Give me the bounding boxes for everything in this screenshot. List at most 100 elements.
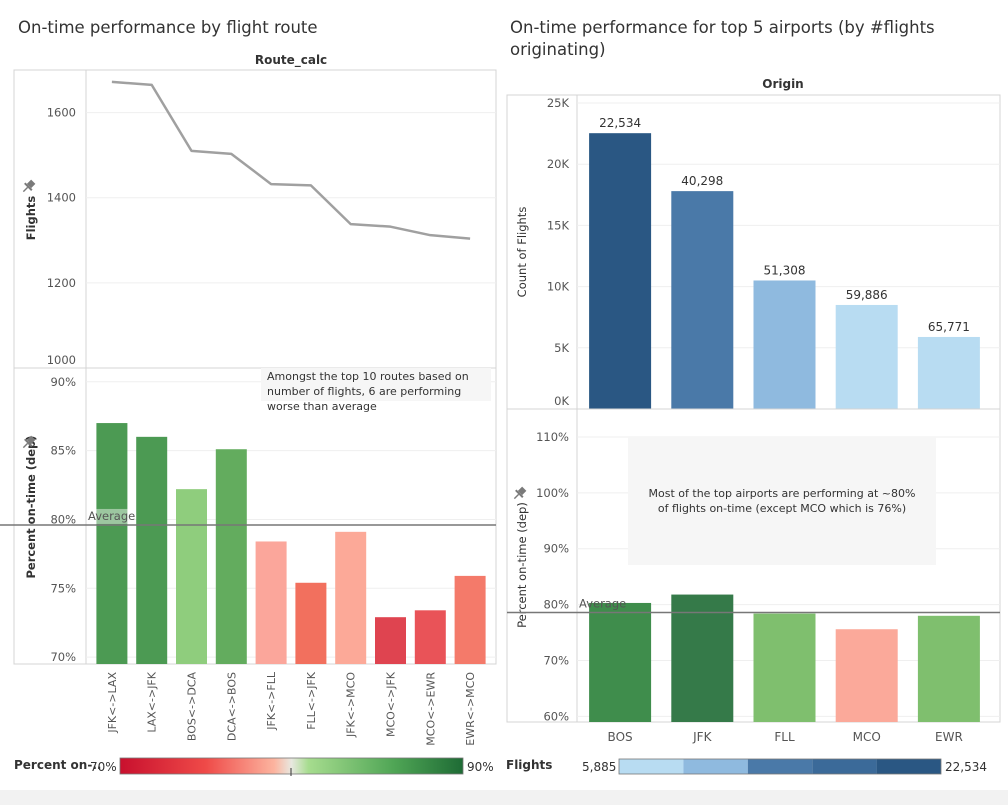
airport-ontime-y-axis-label: Percent on-time (dep) — [515, 502, 529, 628]
flights-legend-title: Flights — [506, 758, 553, 772]
bar-y-axis-label: Percent on-time (dep) — [24, 435, 38, 578]
route-ontime-bar — [335, 531, 367, 664]
percent-legend-max: 90% — [467, 760, 494, 774]
flights-color-step — [876, 759, 941, 774]
count-y-tick-label: 5K — [554, 341, 569, 355]
flights-legend-min: 5,885 — [582, 760, 617, 774]
airport-count-data-label: 59,886 — [846, 288, 888, 302]
route-ontime-bar — [375, 617, 406, 664]
airport-count-bar — [917, 336, 980, 409]
right-chart-title: On-time performance for top 5 airports (… — [510, 18, 935, 59]
airport-count-data-label: 40,298 — [681, 174, 723, 188]
line-pin-icon-base — [24, 182, 33, 191]
percent-legend-min: 70% — [90, 760, 117, 774]
route-x-tick-label: EWR<->MCO — [464, 672, 477, 746]
airport-count-bar — [671, 191, 734, 409]
route-ontime-bar — [176, 489, 207, 664]
line-y-tick-label: 1400 — [47, 191, 76, 205]
route-ontime-bar — [136, 436, 168, 664]
line-pin-icon — [22, 179, 36, 193]
route-x-tick-label: MCO<->JFK — [385, 671, 398, 737]
route-ontime-bar — [96, 423, 128, 664]
airport-x-tick-label: BOS — [608, 730, 633, 744]
route-x-tick-label: MCO<->EWR — [424, 672, 437, 746]
route-x-tick-label: DCA<->BOS — [225, 672, 238, 741]
average-label: Average — [88, 509, 135, 523]
airport-count-bar — [753, 280, 816, 409]
airport-pin-icon-base — [515, 489, 524, 498]
airport-x-tick-label: JFK — [692, 730, 712, 744]
route-ontime-bar — [215, 449, 247, 664]
airport-ontime-y-tick-label: 90% — [543, 542, 569, 556]
line-y-tick-label: 1000 — [47, 353, 76, 367]
airport-count-bar — [835, 304, 898, 409]
count-y-tick-label: 20K — [547, 157, 570, 171]
airport-ontime-bar — [671, 594, 734, 722]
bar-y-tick-label: 80% — [50, 512, 76, 526]
bar-pin-icon-needle — [22, 442, 29, 449]
count-y-axis-label: Count of Flights — [515, 207, 529, 298]
flights-color-ramp-frame — [618, 758, 942, 775]
count-y-tick-label: 15K — [547, 218, 570, 232]
route-ontime-bar — [414, 610, 446, 664]
route-x-tick-label: BOS<->DCA — [186, 672, 199, 742]
airport-count-data-label: 65,771 — [928, 320, 970, 334]
airport-x-tick-label: MCO — [853, 730, 881, 744]
route-ontime-bar-chart: Percent on-time (dep) 70% 75% 80% 85% 90% JFK<… — [0, 367, 497, 746]
average-label-bg — [87, 508, 135, 524]
bar-y-tick-label: 85% — [50, 444, 76, 458]
footer-band — [0, 790, 1008, 805]
line-pin-icon-needle — [22, 186, 29, 193]
flights-color-step — [619, 759, 684, 774]
route-flights-line-chart: Route_calc Flights 1000 1200 1400 1600 — [13, 53, 497, 369]
airport-x-tick-label: EWR — [935, 730, 963, 744]
airport-ontime-bar — [589, 602, 652, 722]
left-annotation: Amongst the top 10 routes based on numbe… — [261, 368, 491, 413]
count-y-tick-label: 0K — [554, 394, 569, 408]
airport-average-label: Average — [579, 596, 626, 610]
route-x-tick-label: FLL<->JFK — [305, 671, 318, 730]
count-chart-header: Origin — [762, 77, 803, 91]
airport-pin-icon — [513, 486, 527, 500]
flights-color-step — [747, 759, 813, 774]
route-ontime-bar — [454, 575, 486, 664]
airport-count-data-label: 51,308 — [764, 263, 806, 277]
percent-legend-title: Percent on-.. — [14, 758, 102, 772]
airport-ontime-bar — [835, 629, 898, 722]
airport-pin-icon-needle — [513, 493, 520, 500]
route-ontime-bar — [255, 541, 287, 664]
line-y-axis-label: Flights — [24, 196, 38, 241]
route-x-tick-label: JFK<->FLL — [265, 671, 278, 731]
flights-color-step — [683, 759, 748, 774]
bar-y-tick-label: 70% — [50, 650, 76, 664]
airport-ontime-y-tick-label: 80% — [543, 598, 569, 612]
airport-ontime-bar — [917, 615, 980, 722]
line-chart-header: Route_calc — [255, 53, 327, 68]
bar-y-tick-label: 90% — [50, 375, 76, 389]
bar-y-tick-label: 75% — [50, 581, 76, 595]
airport-count-bar — [589, 133, 652, 409]
route-x-tick-label: JFK<->MCO — [345, 672, 358, 738]
airport-ontime-y-tick-label: 110% — [536, 430, 569, 444]
line-y-tick-label: 1600 — [47, 106, 76, 120]
route-x-tick-label: LAX<->JFK — [146, 671, 159, 732]
left-chart-title: On-time performance by flight route — [18, 18, 318, 37]
count-y-tick-label: 10K — [547, 280, 570, 294]
route-ontime-bar — [295, 582, 327, 664]
line-y-tick-label: 1200 — [47, 276, 76, 290]
airport-x-tick-label: FLL — [774, 730, 795, 744]
airport-ontime-y-tick-label: 60% — [543, 709, 569, 723]
count-y-tick-label: 25K — [547, 96, 570, 110]
route-x-tick-label: JFK<->LAX — [106, 672, 119, 734]
flights-color-step — [812, 759, 877, 774]
right-annotation: Most of the top airports are performing … — [628, 437, 936, 565]
legends — [119, 757, 942, 776]
bar-panel-frame — [13, 367, 497, 665]
airport-ontime-y-tick-label: 70% — [543, 654, 569, 668]
airport-ontime-bar — [753, 613, 816, 722]
airport-ontime-bar-chart: Percent on-time (dep) 60% 70% 80% 90% 100% 110… — [506, 408, 1001, 744]
bar-pin-icon-base — [24, 438, 33, 447]
airport-count-bar-chart: Origin Count of Flights 0K 5K 10K 15K 20K 25K 22… — [506, 77, 1001, 722]
airport-count-data-label: 22,534 — [599, 116, 641, 130]
airport-ontime-y-tick-label: 100% — [536, 486, 569, 500]
